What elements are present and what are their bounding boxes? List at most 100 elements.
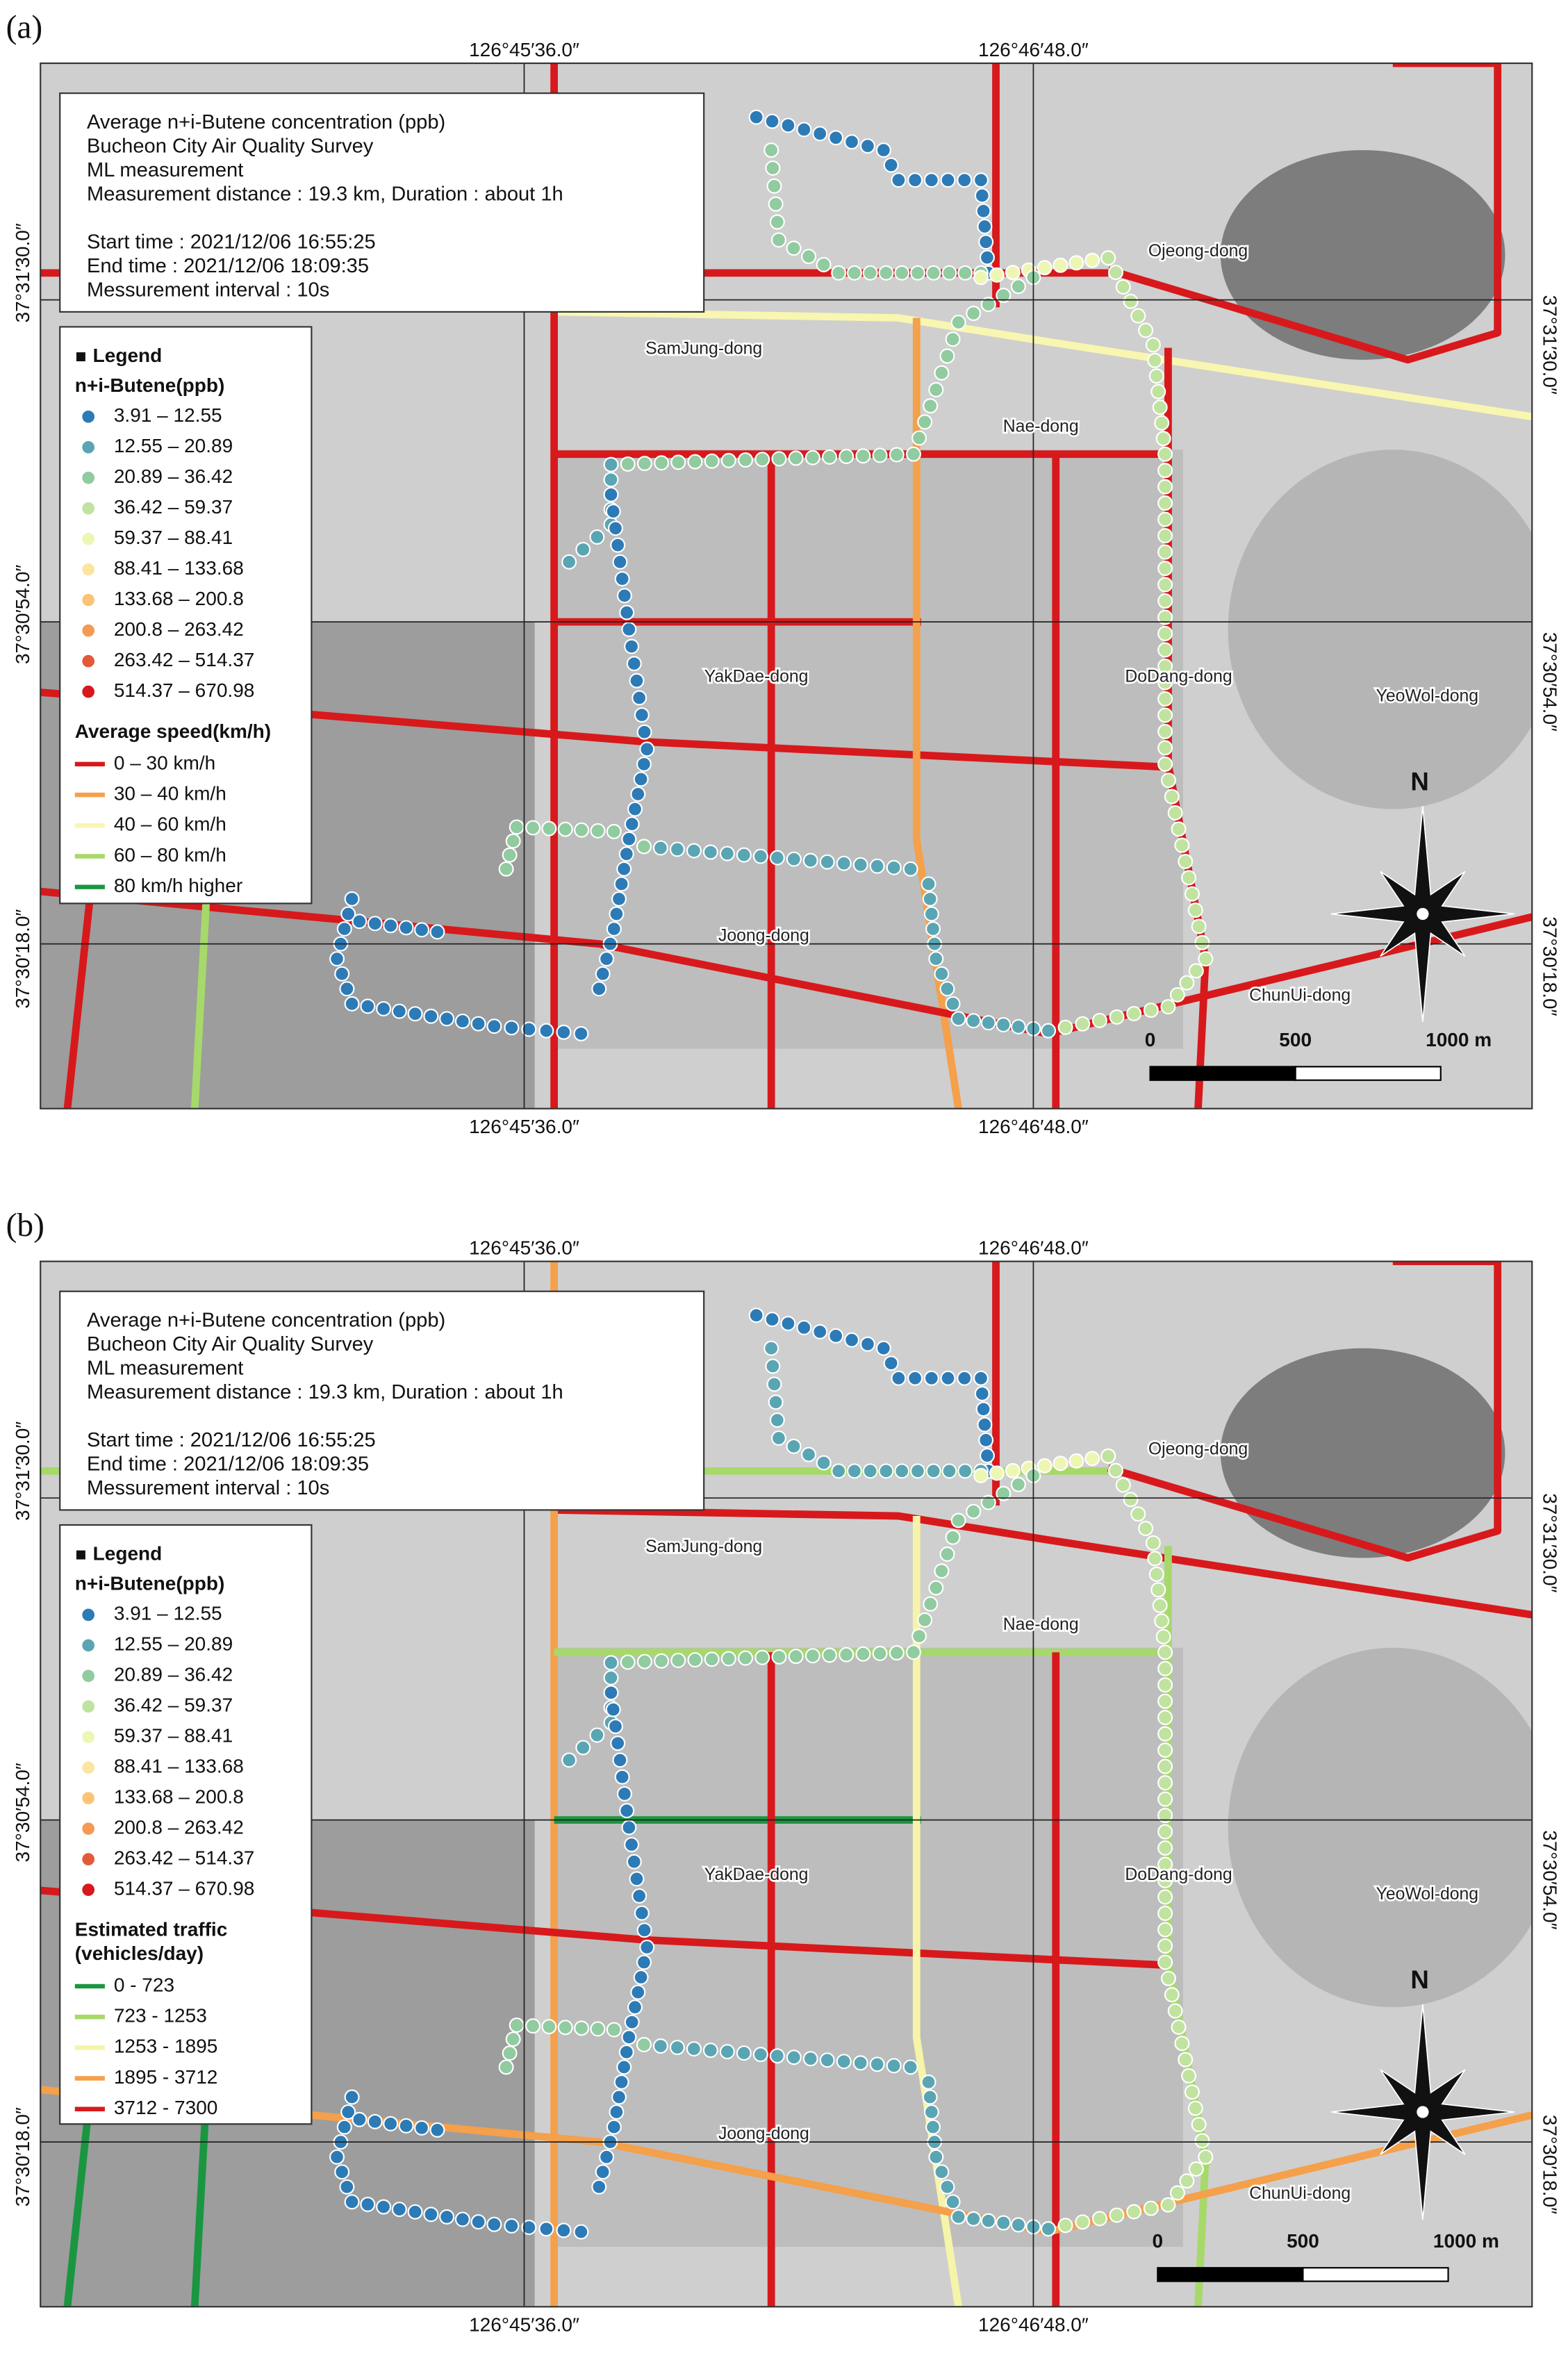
road (1107, 1261, 1502, 1562)
measurement-point (636, 2037, 652, 2053)
measurement-point (738, 1650, 754, 1666)
measurement-point (875, 142, 891, 158)
measurement-point (1194, 934, 1210, 950)
measurement-point (989, 267, 1005, 283)
measurement-point (702, 844, 718, 860)
measurement-point (423, 2207, 439, 2222)
measurement-point (1198, 2149, 1214, 2165)
measurement-point (768, 196, 784, 212)
measurement-point (945, 331, 961, 347)
measurement-point (1130, 1506, 1146, 1522)
measurement-point (1188, 2161, 1204, 2177)
legend-section-title: n+i-Butene(ppb) (75, 374, 225, 396)
legend-label: 0 - 723 (114, 1974, 174, 1995)
measurement-point (996, 2215, 1012, 2231)
measurement-point (1138, 1521, 1154, 1537)
measurement-point (367, 2113, 383, 2129)
measurement-point (748, 109, 764, 125)
measurement-point (852, 857, 868, 873)
left-coordinate: 37°31′30.0″ (12, 223, 33, 322)
measurement-point (1157, 691, 1173, 707)
scale-label: 0 (1145, 1029, 1156, 1050)
measurement-point (636, 1653, 652, 1669)
legend-label: 59.37 – 88.41 (114, 527, 233, 548)
measurement-point (1171, 821, 1187, 837)
legend-label: 40 – 60 km/h (114, 814, 226, 835)
measurement-point (654, 455, 670, 471)
info-box (59, 92, 705, 313)
measurement-point (505, 2031, 521, 2047)
legend-title: Legend (93, 1543, 163, 1565)
measurement-point (414, 2120, 430, 2136)
measurement-point (636, 839, 652, 855)
measurement-point (1171, 2019, 1187, 2035)
bottom-coordinate: 126°45′36.0″ (469, 1116, 579, 1137)
measurement-point (872, 447, 888, 463)
measurement-point (632, 1888, 647, 1904)
measurement-point (1157, 1791, 1173, 1807)
measurement-point (607, 1718, 623, 1734)
measurement-point (796, 1319, 812, 1335)
measurement-point (633, 771, 649, 787)
measurement-point (1160, 2197, 1176, 2213)
measurement-point (925, 921, 941, 937)
measurement-point (1100, 1448, 1116, 1464)
measurement-point (1053, 257, 1068, 273)
legend-section-title: Average speed(km/h) (75, 720, 271, 742)
measurement-point (928, 381, 944, 397)
info-line: Messurement interval : 10s (87, 279, 329, 301)
measurement-point (603, 1685, 619, 1701)
right-coordinate: 37°30′54.0″ (1540, 1830, 1561, 1929)
legend-symbol (81, 1851, 97, 1867)
panel-label: (a) (6, 9, 43, 45)
measurement-point (939, 981, 955, 997)
info-line: Bucheon City Air Quality Survey (87, 135, 374, 157)
measurement-point (636, 1954, 652, 1970)
measurement-point (360, 998, 376, 1014)
measurement-point (686, 843, 702, 859)
measurement-point (1091, 1012, 1107, 1028)
measurement-point (1157, 1873, 1173, 1889)
measurement-point (1145, 1535, 1161, 1551)
measurement-point (573, 2224, 589, 2240)
place-name: ChunUi-dong (1249, 987, 1351, 1005)
measurement-point (1157, 1742, 1173, 1758)
measurement-point (1178, 2052, 1194, 2068)
measurement-point (612, 1752, 628, 1768)
measurement-point (894, 1463, 910, 1479)
measurement-point (1130, 308, 1146, 324)
measurement-point (1157, 1922, 1173, 1938)
measurement-point (1109, 1009, 1125, 1025)
measurement-point (1084, 1451, 1100, 1467)
scale-bar-black (1157, 2267, 1304, 2282)
measurement-point (1075, 2214, 1091, 2230)
north-label: N (1410, 768, 1428, 796)
measurement-point (822, 1647, 838, 1663)
measurement-point (1188, 963, 1204, 979)
legend-bullet (76, 352, 85, 362)
measurement-point (828, 1328, 844, 1344)
measurement-point (1109, 2207, 1125, 2223)
measurement-point (917, 1612, 933, 1628)
top-coordinate: 126°46′48.0″ (978, 39, 1089, 60)
measurement-point (1010, 279, 1026, 295)
measurement-point (1157, 528, 1173, 544)
measurement-point (429, 2122, 445, 2138)
measurement-point (1157, 740, 1173, 756)
measurement-point (504, 1020, 520, 1036)
legend-section-title: Estimated traffic (75, 1919, 228, 1940)
measurement-point (923, 1596, 939, 1612)
measurement-point (407, 1006, 423, 1022)
measurement-point (1187, 902, 1203, 918)
measurement-point (945, 1529, 961, 1545)
measurement-point (836, 855, 852, 871)
measurement-point (352, 2111, 368, 2127)
measurement-point (439, 1011, 455, 1027)
measurement-point (391, 2202, 407, 2218)
road (63, 2096, 94, 2307)
measurement-point (339, 981, 355, 997)
scale-label: 1000 m (1433, 2230, 1499, 2252)
road (554, 308, 1533, 421)
top-coordinate: 126°46′48.0″ (978, 1237, 1089, 1259)
measurement-point (624, 1837, 640, 1853)
